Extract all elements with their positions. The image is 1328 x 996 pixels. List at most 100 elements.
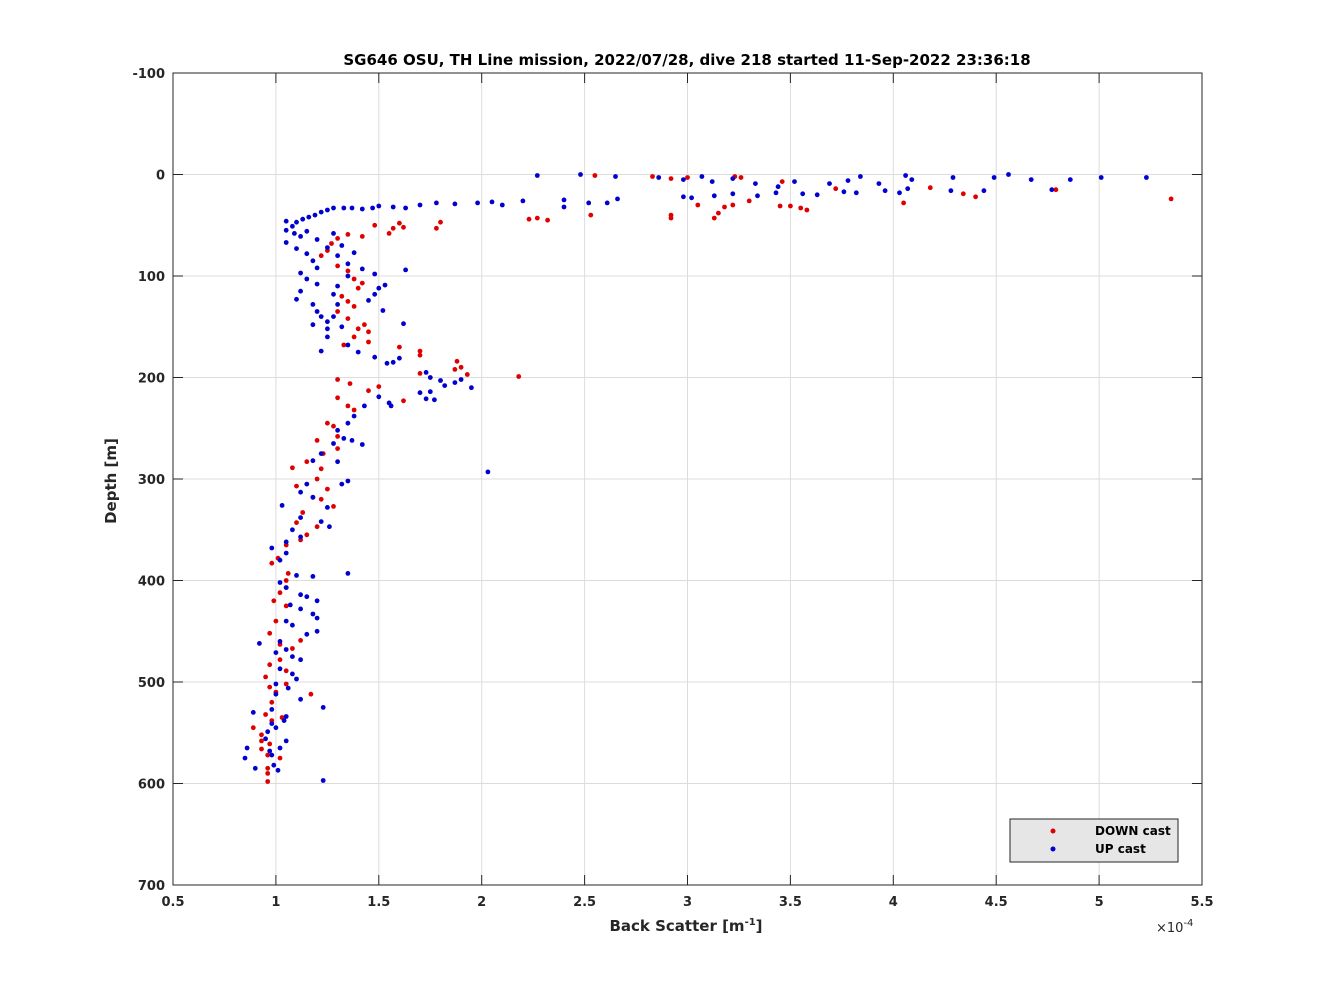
down-cast-point xyxy=(267,630,273,636)
down-cast-point xyxy=(269,699,275,705)
down-cast-point xyxy=(685,175,690,180)
down-cast-point xyxy=(901,200,906,206)
up-cast-point xyxy=(273,691,279,697)
down-cast-point xyxy=(277,590,283,596)
up-cast-point xyxy=(561,197,567,203)
up-cast-point xyxy=(417,390,423,396)
up-cast-point xyxy=(403,205,408,211)
up-cast-point xyxy=(689,195,694,201)
up-cast-point xyxy=(382,282,388,288)
up-cast-point xyxy=(882,188,888,194)
up-cast-point xyxy=(292,231,297,236)
down-cast-point xyxy=(335,446,340,451)
up-cast-point xyxy=(273,681,279,687)
up-cast-point xyxy=(853,190,859,196)
up-cast-point xyxy=(320,705,326,710)
up-cast-point xyxy=(345,273,351,279)
grid-lines xyxy=(173,73,1202,885)
down-cast-point xyxy=(1168,196,1174,202)
down-cast-point xyxy=(335,309,340,314)
legend-marker-up-cast xyxy=(1050,846,1056,852)
up-cast-point xyxy=(298,270,303,276)
up-cast-point xyxy=(351,413,357,419)
up-cast-point xyxy=(345,571,351,576)
up-cast-point xyxy=(384,360,390,366)
up-cast-point xyxy=(845,178,851,184)
up-cast-point xyxy=(312,212,318,218)
down-cast-point xyxy=(335,236,340,241)
down-cast-point xyxy=(318,466,324,472)
down-cast-point xyxy=(335,434,340,439)
down-cast-point xyxy=(458,364,464,370)
up-cast-point xyxy=(277,580,283,585)
x-tick-label: 3 xyxy=(683,895,692,910)
up-cast-point xyxy=(345,342,351,348)
up-cast-point xyxy=(283,550,289,556)
legend-box xyxy=(1009,818,1179,863)
up-cast-point xyxy=(277,639,283,644)
up-cast-point xyxy=(325,505,330,510)
up-cast-point xyxy=(263,736,268,742)
y-tick-label: 500 xyxy=(138,676,165,691)
down-cast-point xyxy=(271,598,277,604)
up-cast-point xyxy=(341,436,347,441)
up-cast-point xyxy=(269,545,275,551)
x-axis-multiplier-base: ×10 xyxy=(1156,921,1183,936)
up-cast-point xyxy=(681,194,686,200)
y-tick-label: 400 xyxy=(138,575,165,590)
up-cast-point xyxy=(335,283,340,289)
up-cast-point xyxy=(390,359,396,365)
y-tick-label: 200 xyxy=(138,372,165,387)
up-cast-point xyxy=(283,218,289,224)
down-cast-point xyxy=(285,571,291,576)
up-cast-point xyxy=(730,191,736,197)
up-cast-point xyxy=(578,172,583,177)
up-cast-point xyxy=(423,370,429,375)
up-cast-point xyxy=(613,174,618,179)
up-cast-point xyxy=(876,181,882,187)
up-cast-point xyxy=(339,324,345,330)
up-cast-point xyxy=(362,403,367,409)
x-tick-label: 2.5 xyxy=(573,895,596,910)
up-cast-point xyxy=(298,606,303,612)
up-cast-point xyxy=(273,725,279,731)
up-cast-point xyxy=(294,676,299,682)
up-cast-point xyxy=(298,288,303,294)
up-cast-point xyxy=(349,438,355,443)
down-cast-point xyxy=(259,738,264,744)
down-cast-point xyxy=(516,374,522,379)
up-cast-point xyxy=(335,459,340,465)
up-cast-point xyxy=(298,234,303,239)
up-cast-point xyxy=(325,245,330,251)
up-cast-point xyxy=(283,240,289,245)
down-cast-point xyxy=(267,684,273,690)
down-cast-point xyxy=(366,339,371,345)
down-cast-point xyxy=(592,173,598,178)
up-cast-point xyxy=(325,326,330,332)
up-cast-point xyxy=(294,573,299,578)
up-cast-point xyxy=(273,650,279,655)
up-cast-point xyxy=(335,427,340,433)
up-cast-point xyxy=(294,246,299,252)
up-cast-point xyxy=(397,355,402,361)
up-cast-point xyxy=(325,207,330,213)
down-cast-point xyxy=(335,263,340,269)
down-cast-point xyxy=(290,465,295,471)
down-cast-point xyxy=(345,316,351,321)
up-cast-point xyxy=(314,309,320,314)
down-cast-point xyxy=(277,755,283,761)
down-cast-point xyxy=(277,657,283,663)
down-cast-point xyxy=(401,398,406,404)
up-cast-point xyxy=(341,205,347,211)
up-cast-point xyxy=(331,314,336,319)
legend-label-up-cast: UP cast xyxy=(1095,842,1146,856)
down-cast-point xyxy=(359,280,365,286)
y-tick-label: 100 xyxy=(138,270,165,285)
up-cast-point xyxy=(314,615,320,621)
up-cast-point xyxy=(561,204,567,210)
up-cast-point xyxy=(442,383,448,388)
down-cast-point xyxy=(397,344,402,350)
down-cast-point xyxy=(283,603,289,609)
up-cast-point xyxy=(376,203,382,209)
